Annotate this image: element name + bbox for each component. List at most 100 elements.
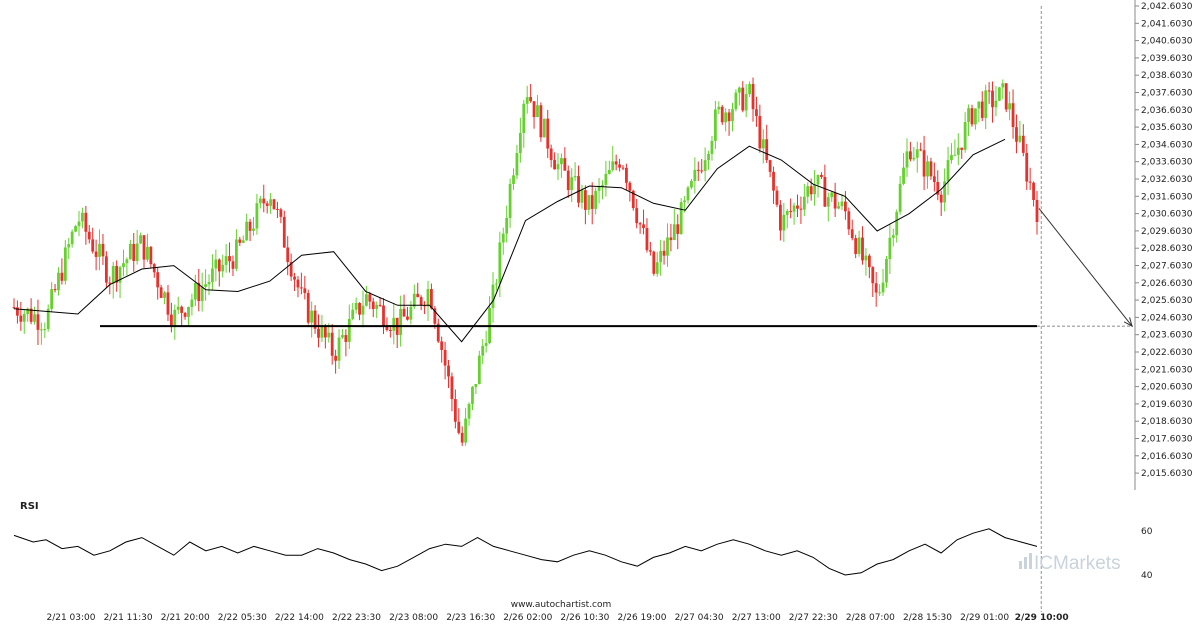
bull-candle — [587, 195, 591, 210]
time-tick-label: 2/26 10:30 — [560, 613, 609, 623]
bear-candle — [768, 160, 772, 172]
bull-candle — [481, 345, 485, 356]
bear-candle — [625, 167, 628, 183]
bear-candle — [313, 310, 317, 329]
bull-candle — [351, 309, 355, 319]
price-tick-label: 2,030.6030 — [1141, 210, 1193, 220]
bull-candle — [703, 160, 707, 172]
bear-candle — [741, 87, 745, 111]
bear-candle — [334, 355, 338, 361]
bull-candle — [943, 181, 947, 203]
bull-candle — [898, 183, 902, 212]
bull-candle — [672, 224, 676, 241]
bull-candle — [607, 169, 611, 174]
bear-candle — [939, 194, 943, 203]
time-tick-label: 2/29 10:00 — [1015, 613, 1069, 623]
bull-candle — [341, 335, 344, 338]
bear-candle — [642, 224, 645, 229]
bull-candle — [409, 306, 413, 320]
bull-candle — [361, 305, 365, 315]
bear-candle — [436, 323, 440, 342]
bull-candle — [501, 233, 505, 243]
moving-average-line — [13, 138, 1006, 343]
bull-candle — [327, 332, 331, 338]
bear-candle — [553, 160, 556, 170]
bear-candle — [169, 314, 173, 326]
bull-candle — [717, 106, 721, 110]
bear-candle — [648, 250, 652, 252]
bull-candle — [707, 153, 710, 161]
bear-candle — [149, 246, 153, 265]
bear-candle — [166, 292, 170, 315]
bull-candle — [710, 140, 714, 154]
bull-candle — [956, 147, 960, 155]
bear-candle — [1015, 127, 1018, 142]
bull-candle — [26, 308, 30, 314]
bull-candle — [111, 265, 115, 284]
bear-candle — [874, 283, 878, 293]
price-tick-label: 2,034.6030 — [1141, 140, 1193, 150]
projection-arrow-line — [1038, 208, 1133, 327]
time-tick-label: 2/23 16:30 — [446, 613, 495, 623]
bull-candle — [193, 282, 197, 300]
bear-candle — [344, 335, 348, 342]
bear-candle — [635, 208, 639, 224]
bull-candle — [467, 403, 471, 419]
bull-candle — [484, 343, 488, 346]
bull-candle — [997, 87, 1001, 101]
bull-candle — [515, 152, 519, 176]
bear-candle — [279, 209, 283, 217]
bear-candle — [132, 243, 136, 261]
price-tick-label: 2,039.6030 — [1141, 54, 1193, 64]
bear-candle — [358, 302, 361, 315]
rsi-tick-label: 60 — [1141, 527, 1153, 537]
bear-candle — [1032, 182, 1035, 200]
bull-candle — [837, 206, 840, 209]
bull-candle — [806, 186, 810, 197]
bear-candle — [19, 315, 23, 322]
bull-candle — [679, 202, 683, 234]
price-tick-label: 2,020.6030 — [1141, 383, 1193, 393]
bull-candle — [744, 94, 748, 111]
bear-candle — [765, 139, 769, 161]
bear-candle — [87, 231, 91, 240]
bear-candle — [590, 195, 594, 209]
bull-candle — [337, 337, 341, 361]
bull-candle — [269, 199, 273, 206]
bear-candle — [152, 264, 156, 273]
bear-candle — [265, 203, 269, 206]
bull-candle — [491, 284, 495, 309]
time-tick-label: 2/27 04:30 — [675, 613, 724, 623]
levels-layer — [100, 208, 1133, 328]
bear-candle — [1011, 103, 1015, 128]
price-tick-label: 2,019.6030 — [1141, 400, 1193, 410]
bull-candle — [816, 174, 820, 185]
bear-candle — [272, 199, 276, 209]
bear-candle — [532, 101, 536, 118]
bull-candle — [573, 176, 577, 178]
bull-candle — [365, 294, 368, 306]
bear-candle — [460, 432, 464, 443]
bull-candle — [477, 355, 481, 385]
bear-candle — [854, 238, 858, 254]
bull-candle — [57, 272, 60, 291]
bull-candle — [81, 212, 84, 222]
bear-candle — [1035, 199, 1039, 222]
bull-candle — [67, 244, 71, 248]
bull-candle — [310, 310, 314, 323]
bear-candle — [159, 287, 163, 298]
bear-candle — [457, 421, 461, 433]
bear-candle — [1028, 181, 1032, 183]
bull-candle — [881, 282, 885, 293]
bear-candle — [306, 293, 310, 323]
bear-candle — [142, 235, 146, 260]
bull-candle — [252, 228, 255, 231]
bear-candle — [960, 147, 964, 150]
bull-candle — [885, 258, 888, 283]
bull-candle — [46, 308, 50, 330]
bull-candle — [426, 289, 430, 307]
bear-candle — [823, 176, 827, 207]
bull-candle — [604, 173, 608, 185]
broker-logo: ICMarkets — [1019, 553, 1121, 574]
